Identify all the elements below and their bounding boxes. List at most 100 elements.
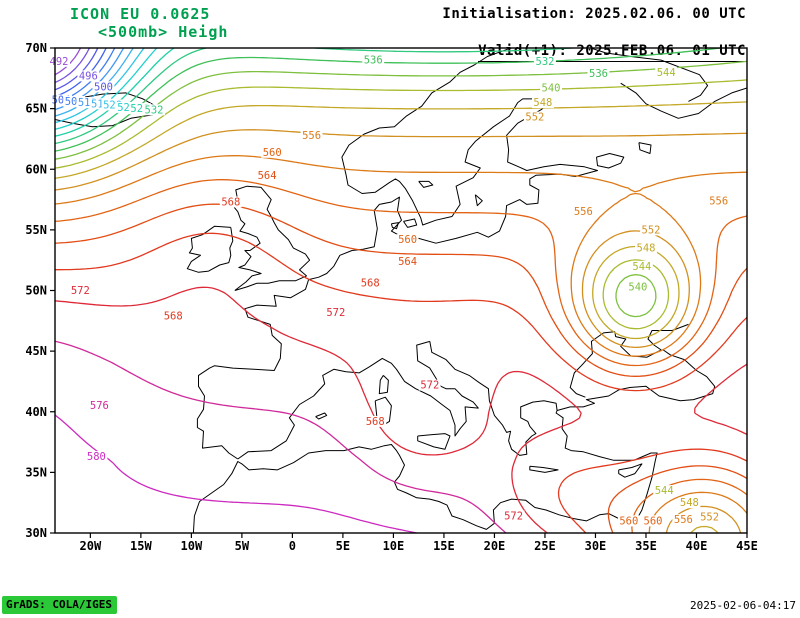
contour-label-mask [162,310,185,322]
contour-label-mask [324,306,347,318]
contour-label: 552 [642,224,661,236]
contour-label-mask [77,70,100,82]
contour-label-mask [300,129,323,141]
coastline [192,349,716,533]
lon-tick-label: 5E [336,539,350,553]
creation-timestamp: 2025-02-06-04:17 [690,599,796,612]
contour-580 [55,414,417,533]
contour-label: 544 [632,261,651,273]
contour-label: 548 [680,497,699,509]
contour-label-mask [617,515,640,527]
contour-label-mask [678,497,701,509]
contour-label-mask [587,68,610,79]
contour-544 [55,79,747,330]
coastlines [55,48,747,533]
contour-label-mask [523,111,546,123]
contour-label: 572 [71,285,90,297]
lon-tick-label: 20W [80,539,102,553]
coastline [237,366,370,460]
axes: 20W 15W 10W 5W 0 5E 10E 15E 20E 25E 30E 35E 40E 45E 30… [25,41,758,553]
contour-label: 560 [398,234,417,246]
contour-label: 560 [263,147,282,159]
contour-label: 492 [50,56,69,68]
contour-label-mask [88,400,111,412]
contour-label-mask [89,98,112,110]
contour-label: 548 [533,97,552,109]
title-block: ICON EU 0.0625 <500mb> Heigh [70,5,228,41]
contour-label-mask [76,97,99,109]
coastline [474,194,483,207]
coastline [315,412,328,420]
contour-560 [55,179,747,533]
field-title: <500mb> Heigh [98,23,229,41]
contour-label-mask [655,66,678,78]
valid-time: Valid(+1): 2025.FEB.06. 01 UTC [478,42,746,62]
contour-label: 564 [398,256,417,268]
coastline [390,222,399,230]
lat-tick-label: 70N [25,41,47,55]
lat-tick-label: 40N [25,405,47,419]
contour-label-mask [640,224,662,236]
contour-label-mask [101,99,124,111]
contour-548 [55,101,747,533]
contour-568 [55,232,747,533]
coastline [196,48,598,460]
contour-label-mask [534,55,556,67]
contour-label-mask [261,146,284,158]
contour-label: 556 [674,514,693,526]
contour-label-mask [396,255,419,267]
lon-tick-label: 30E [585,539,607,553]
contour-label-mask [572,206,595,218]
contour-label: 564 [258,170,277,182]
contour-label: 500 [94,81,113,93]
contour-label: 548 [637,243,656,255]
coastline [418,180,434,188]
lon-tick-label: 0 [289,539,296,553]
time-block: Initialisation: 2025.02.06. 00 UTC Valid… [442,5,746,62]
contour-576 [55,340,507,533]
contour-label: 556 [709,195,728,207]
contour-label-mask [48,55,70,67]
contour-572 [55,286,747,533]
lon-tick-label: 15W [130,539,152,553]
contour-label-mask [362,54,385,66]
contour-label: 544 [657,67,676,79]
contour-504 [55,48,107,98]
contour-label-mask [502,510,525,522]
contour-label: 532 [145,104,164,116]
contour-label-mask [396,234,419,246]
contour-label: 580 [87,451,106,463]
lon-tick-label: 10E [383,539,405,553]
lat-tick-label: 45N [25,344,47,358]
contour-label-mask [698,511,721,523]
coastline [429,341,558,456]
grads-stamp: GrADS: COLA/IGES [2,596,117,614]
coastline [232,185,311,291]
coastline [569,323,689,398]
contour-label-mask [128,103,151,115]
lon-tick-label: 40E [686,539,708,553]
contour-label-mask [143,104,165,116]
coastline [618,463,643,478]
contour-label-mask [115,101,138,113]
contour-label-mask [626,281,649,293]
contour-label: 540 [628,281,647,293]
contour-label: 576 [90,400,109,412]
lat-tick-label: 55N [25,223,47,237]
lat-tick-label: 35N [25,465,47,479]
contour-label-mask [672,514,695,526]
contour-label: 496 [79,70,98,82]
coastline [403,218,418,228]
contour-label: 552 [700,512,719,524]
contour-label: 532 [536,56,555,68]
contour-label-mask [92,81,115,93]
contour-label: 568 [221,197,240,209]
lon-tick-label: 25E [534,539,556,553]
coastline [596,153,625,169]
lat-tick-label: 60N [25,162,47,176]
lon-tick-label: 20E [484,539,506,553]
lon-tick-label: 5W [235,539,250,553]
lon-tick-label: 10W [181,539,203,553]
